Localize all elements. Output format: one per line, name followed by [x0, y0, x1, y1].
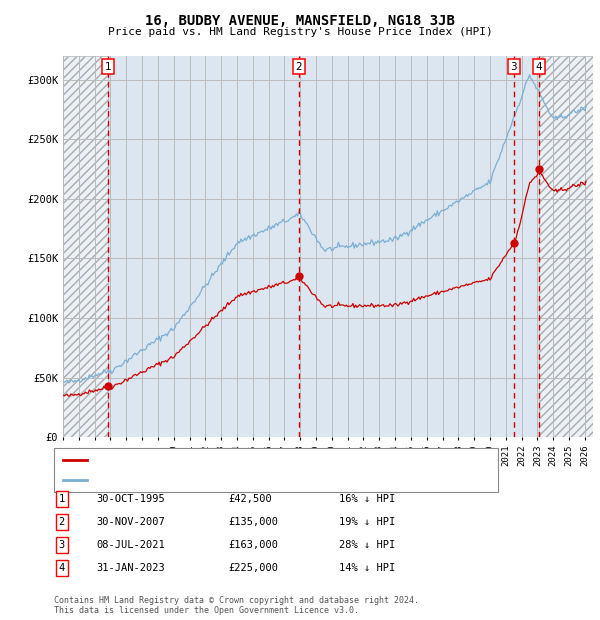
Text: 3: 3 [511, 61, 517, 71]
Text: 30-OCT-1995: 30-OCT-1995 [96, 494, 165, 504]
Text: HPI: Average price, detached house, Mansfield: HPI: Average price, detached house, Mans… [93, 475, 358, 485]
Bar [539, 56, 593, 437]
Text: 4: 4 [59, 563, 65, 573]
Text: 30-NOV-2007: 30-NOV-2007 [96, 517, 165, 527]
Text: 2: 2 [296, 61, 302, 71]
Text: 3: 3 [59, 540, 65, 550]
Text: 16% ↓ HPI: 16% ↓ HPI [339, 494, 395, 504]
Text: 16, BUDBY AVENUE, MANSFIELD, NG18 3JB: 16, BUDBY AVENUE, MANSFIELD, NG18 3JB [145, 14, 455, 28]
Bar [539, 56, 593, 437]
Text: £135,000: £135,000 [228, 517, 278, 527]
Text: 16, BUDBY AVENUE, MANSFIELD, NG18 3JB (detached house): 16, BUDBY AVENUE, MANSFIELD, NG18 3JB (d… [93, 455, 410, 465]
Text: 14% ↓ HPI: 14% ↓ HPI [339, 563, 395, 573]
Text: 19% ↓ HPI: 19% ↓ HPI [339, 517, 395, 527]
Bar [63, 56, 108, 437]
Text: 4: 4 [535, 61, 542, 71]
Text: 28% ↓ HPI: 28% ↓ HPI [339, 540, 395, 550]
Bar [63, 56, 108, 437]
Text: 1: 1 [104, 61, 111, 71]
Text: £163,000: £163,000 [228, 540, 278, 550]
Text: £225,000: £225,000 [228, 563, 278, 573]
Text: 1: 1 [59, 494, 65, 504]
Text: 2: 2 [59, 517, 65, 527]
Text: £42,500: £42,500 [228, 494, 272, 504]
Text: 31-JAN-2023: 31-JAN-2023 [96, 563, 165, 573]
Text: 08-JUL-2021: 08-JUL-2021 [96, 540, 165, 550]
Text: Price paid vs. HM Land Registry's House Price Index (HPI): Price paid vs. HM Land Registry's House … [107, 27, 493, 37]
Text: Contains HM Land Registry data © Crown copyright and database right 2024.
This d: Contains HM Land Registry data © Crown c… [54, 596, 419, 615]
